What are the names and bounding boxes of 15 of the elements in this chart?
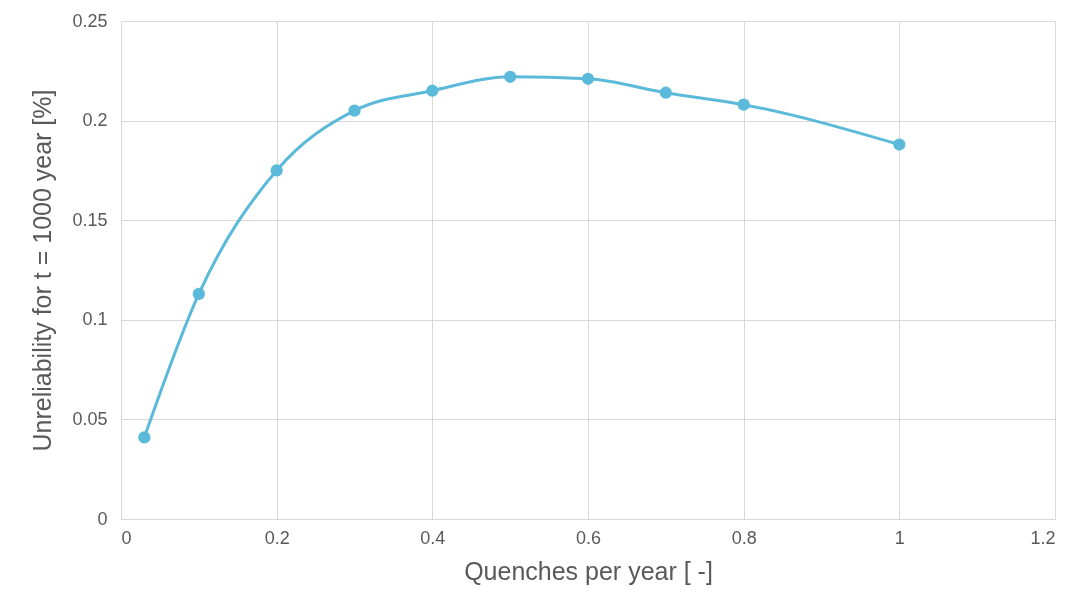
x-tick-label: 0.6 [575, 527, 602, 548]
y-tick-label: 0 [97, 508, 108, 529]
y-tick-label: 0.2 [82, 110, 108, 131]
y-tick-label: 0.15 [72, 209, 108, 230]
x-tick-label: 0 [121, 527, 132, 548]
x-tick-label: 1.2 [1030, 527, 1056, 548]
x-axis-title: Quenches per year [ -] [464, 556, 713, 585]
y-axis-title: Unreliability for t = 1000 year [%] [28, 89, 57, 452]
y-tick-label: 0.1 [82, 309, 108, 330]
x-tick-label: 0.8 [731, 527, 757, 548]
x-tick-label: 0.2 [264, 527, 290, 548]
y-tick-label: 0.05 [72, 408, 108, 429]
x-tick-label: 1 [894, 527, 905, 548]
x-tick-label: 0.4 [420, 527, 446, 548]
y-tick-label: 0.25 [72, 10, 108, 31]
